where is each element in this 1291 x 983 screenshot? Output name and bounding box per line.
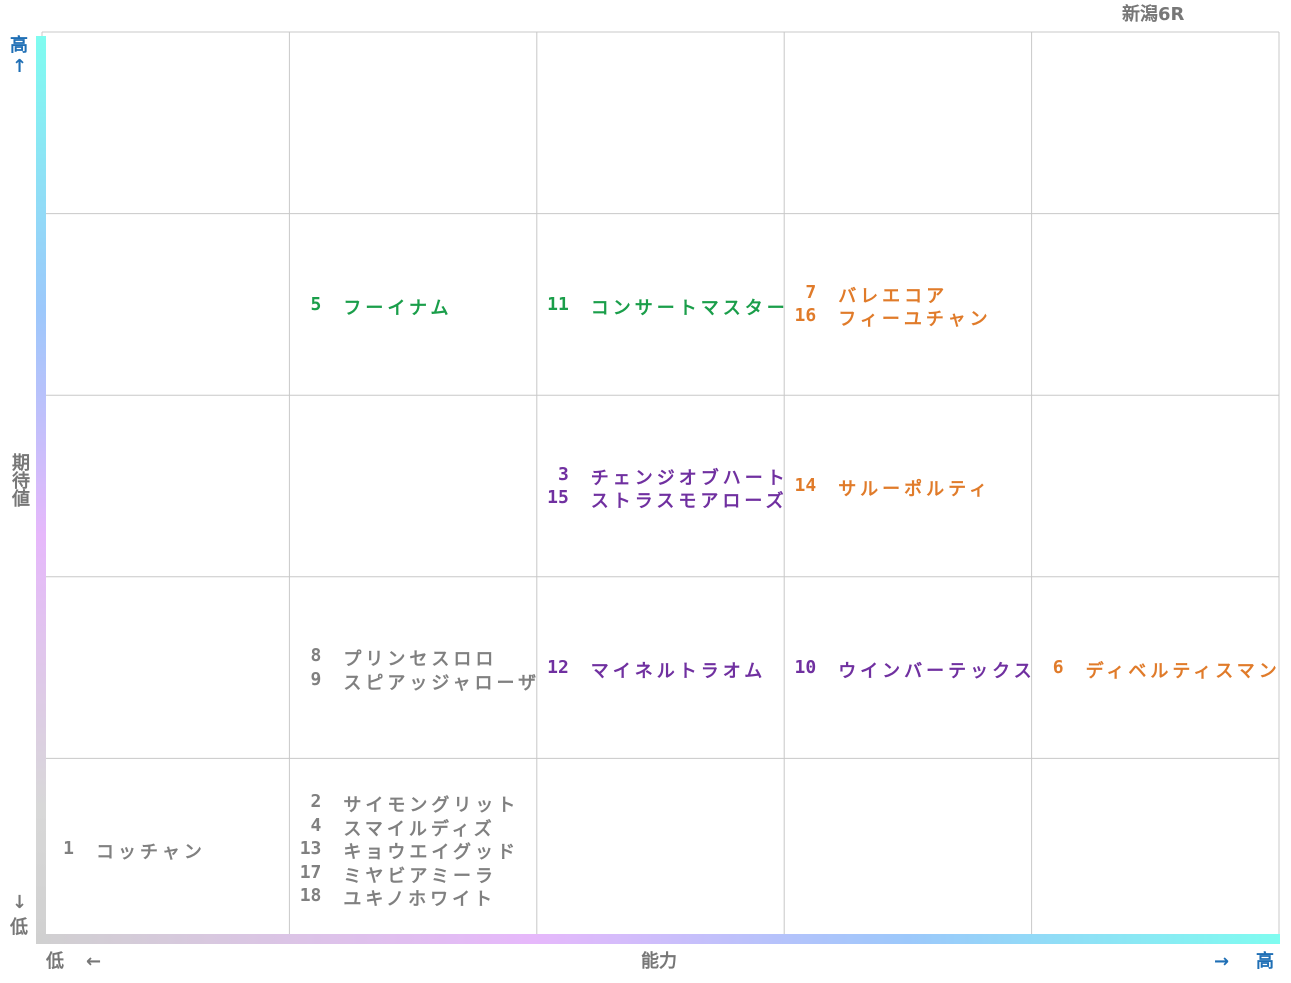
entry-name: スピアッジャローザ	[343, 672, 541, 694]
entry-number: 5	[310, 293, 322, 315]
entry-number: 17	[299, 861, 322, 883]
y-label: 期待値	[9, 453, 30, 507]
entry-number: 3	[557, 463, 569, 485]
entry-name: ユキノホワイト	[343, 889, 497, 911]
entry-name: ウインバーテックス	[838, 660, 1036, 682]
x-axis-bar	[36, 934, 1280, 944]
entry-name: フィーユチャン	[838, 309, 992, 331]
x-high: 高	[1256, 951, 1274, 972]
entry-number: 14	[794, 475, 817, 497]
entry-number: 16	[794, 305, 817, 327]
y-low-arrow: ↓	[12, 892, 28, 913]
entry-number: 8	[310, 645, 322, 667]
entry-name: サルーポルティ	[838, 479, 992, 501]
entry-number: 2	[310, 791, 322, 813]
entry-name: プリンセスロロ	[343, 649, 498, 671]
entry-name: スマイルディズ	[343, 818, 496, 840]
entry-name: サイモングリット	[343, 795, 520, 817]
entry-name: コンサートマスター	[590, 297, 789, 319]
entry-name: チェンジオブハート	[590, 467, 789, 489]
entry-number: 1	[63, 838, 74, 860]
entry-name: フーイナム	[343, 297, 453, 319]
x-high-arrow: →	[1214, 951, 1230, 972]
entry-name: ディベルティスマン	[1085, 660, 1281, 682]
entry-number: 11	[547, 293, 569, 315]
entry-name: キョウエイグッド	[343, 842, 520, 864]
y-high: 高	[10, 35, 28, 56]
entry-number: 12	[547, 656, 569, 678]
y-low: 低	[10, 917, 28, 938]
entry-number: 13	[299, 838, 322, 860]
entry-number: 6	[1052, 656, 1064, 678]
x-low-arrow: ←	[86, 951, 102, 972]
entry-number: 7	[805, 281, 817, 303]
title: 新潟6R	[1122, 4, 1185, 25]
entry-name: ストラスモアローズ	[590, 491, 788, 512]
entry-name: ミヤビアミーラ	[343, 865, 498, 887]
entry-number: 15	[547, 487, 569, 508]
y-high-arrow: ↑	[12, 56, 28, 77]
y-axis-bar	[36, 36, 46, 944]
entry-name: バレエコア	[838, 285, 949, 307]
entry-number: 10	[794, 656, 817, 678]
x-low: 低	[46, 951, 64, 972]
x-label: 能力	[641, 951, 677, 972]
entry-number: 9	[310, 668, 322, 690]
entry-number: 18	[299, 885, 322, 907]
entry-name: マイネルトラオム	[590, 660, 767, 682]
entry-name: コッチャン	[96, 842, 206, 864]
entry-number: 4	[310, 814, 322, 836]
